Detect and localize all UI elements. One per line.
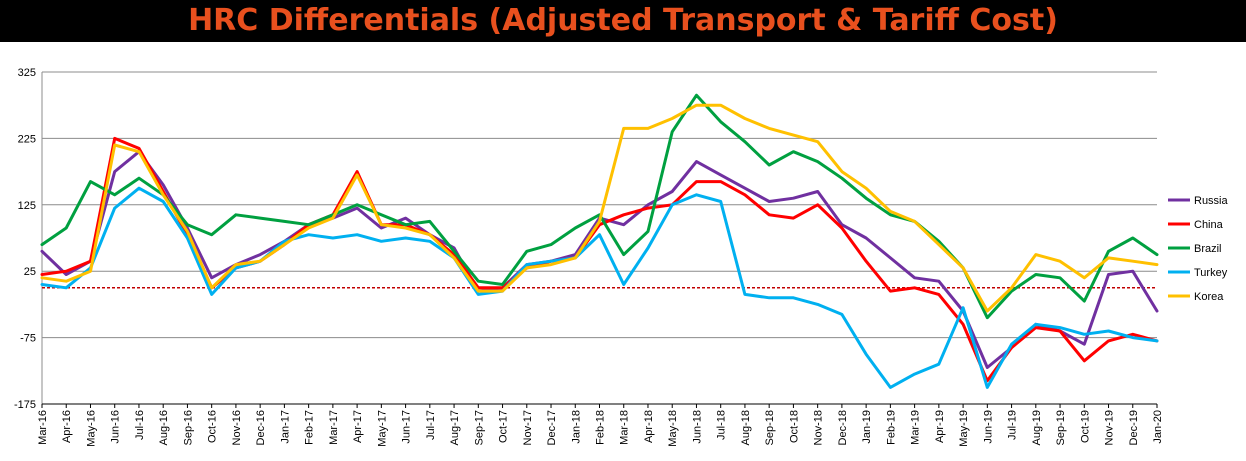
x-tick-label: Aug-17 — [449, 410, 461, 445]
x-tick-label: Mar-17 — [328, 410, 340, 445]
y-axis: 325 225 125 25 -75 -175 — [14, 67, 43, 411]
x-tick-label: Aug-16 — [158, 410, 170, 445]
x-tick-label: Mar-16 — [37, 410, 49, 445]
x-tick-label: Feb-18 — [595, 410, 607, 445]
series-line-korea — [40, 103, 1159, 313]
page-title: HRC Differentials (Adjusted Transport & … — [188, 3, 1058, 38]
x-tick-label: Dec-19 — [1128, 410, 1140, 445]
y-tick-label: -75 — [20, 333, 36, 345]
x-tick-label: Oct-17 — [498, 410, 510, 443]
y-tick-label: 225 — [18, 133, 36, 145]
x-tick-label: Jun-19 — [982, 410, 994, 444]
x-tick-label: Aug-19 — [1031, 410, 1043, 445]
legend-label: Brazil — [1194, 243, 1222, 255]
x-tick-label: May-18 — [667, 410, 679, 447]
x-tick-label: Sep-19 — [1055, 410, 1067, 445]
x-tick-label: Dec-18 — [837, 410, 849, 445]
x-tick-label: May-17 — [376, 410, 388, 447]
x-tick-label: May-16 — [85, 410, 97, 447]
x-tick-label: Apr-17 — [352, 410, 364, 443]
y-tick-label: 25 — [24, 266, 36, 278]
x-tick-label: Mar-19 — [910, 410, 922, 445]
series-line-russia — [40, 150, 1159, 369]
y-tick-label: 125 — [18, 200, 36, 212]
x-tick-label: Oct-18 — [788, 410, 800, 443]
x-tick-label: Sep-17 — [473, 410, 485, 445]
x-tick-label: Mar-18 — [619, 410, 631, 445]
x-tick-label: Jul-17 — [425, 410, 437, 440]
line-chart: 325 225 125 25 -75 -175 Mar-16 Apr-16 May-16 Jun… — [14, 67, 1229, 447]
legend-label: China — [1194, 219, 1224, 231]
x-tick-label: Jun-18 — [691, 410, 703, 444]
x-tick-label: Apr-19 — [934, 410, 946, 443]
x-tick-label: Oct-19 — [1079, 410, 1091, 443]
x-tick-label: Nov-17 — [522, 410, 534, 445]
series-line-china — [40, 136, 1159, 383]
x-tick-label: Jan-20 — [1152, 410, 1164, 444]
x-tick-label: Dec-17 — [546, 410, 558, 445]
x-tick-label: Nov-18 — [813, 410, 825, 445]
x-tick-label: Jan-17 — [279, 410, 291, 444]
x-tick-label: Jun-17 — [401, 410, 413, 444]
series-lines — [40, 93, 1159, 389]
x-tick-label: Jul-19 — [1007, 410, 1019, 440]
y-tick-label: 325 — [18, 67, 36, 79]
series-line-turkey — [40, 186, 1159, 389]
title-bar — [0, 0, 1246, 42]
x-tick-label: Jan-18 — [570, 410, 582, 444]
x-tick-label: Aug-18 — [740, 410, 752, 445]
x-tick-label: Sep-18 — [764, 410, 776, 445]
x-tick-label: Jul-16 — [134, 410, 146, 440]
legend: Russia China Brazil Turkey Korea — [1168, 195, 1229, 303]
x-tick-label: Apr-18 — [643, 410, 655, 443]
x-tick-label: Jun-16 — [110, 410, 122, 444]
x-axis: Mar-16 Apr-16 May-16 Jun-16 Jul-16 Aug-16 Sep-… — [37, 403, 1164, 447]
x-tick-label: Jul-18 — [716, 410, 728, 440]
y-tick-label: -175 — [14, 399, 36, 411]
x-tick-label: Apr-16 — [61, 410, 73, 443]
x-tick-label: Nov-19 — [1104, 410, 1116, 445]
x-tick-label: Nov-16 — [231, 410, 243, 445]
x-tick-label: May-19 — [958, 410, 970, 447]
legend-label: Korea — [1194, 291, 1224, 303]
x-tick-label: Feb-17 — [304, 410, 316, 445]
x-tick-label: Oct-16 — [207, 410, 219, 443]
legend-label: Russia — [1194, 195, 1229, 207]
legend-label: Turkey — [1194, 267, 1228, 279]
x-tick-label: Sep-16 — [182, 410, 194, 445]
x-tick-label: Feb-19 — [885, 410, 897, 445]
x-tick-label: Dec-16 — [255, 410, 267, 445]
x-tick-label: Jan-19 — [861, 410, 873, 444]
